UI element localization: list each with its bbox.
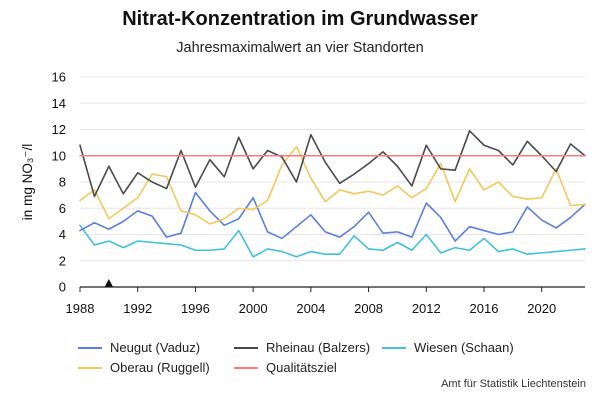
x-tick-label-2008: 2008: [354, 301, 383, 316]
series-line-wiesen-schaan: [79, 224, 586, 258]
legend-label-wiesen: Wiesen (Schaan): [414, 340, 514, 355]
x-tick-label-1992: 1992: [123, 301, 152, 316]
series-line-rheinau-balzers: [79, 130, 586, 198]
x-tick-label-2012: 2012: [412, 301, 441, 316]
legend-item-rheinau: Rheinau (Balzers): [234, 340, 370, 355]
x-tick-label-1988: 1988: [66, 301, 95, 316]
legend-label-oberau: Oberau (Ruggell): [110, 360, 210, 375]
legend-swatch-qualitaetsziel: [234, 366, 258, 369]
y-tick-label-16: 16: [52, 70, 66, 85]
y-tick-label-2: 2: [59, 253, 66, 268]
series-line-oberau-ruggell: [79, 145, 586, 225]
legend-label-qualitaetsziel: Qualitätsziel: [266, 360, 337, 375]
x-tick-label-1996: 1996: [181, 301, 210, 316]
y-tick-label-6: 6: [59, 201, 66, 216]
source-note: Amt für Statistik Liechtenstein: [441, 378, 586, 390]
chart-subtitle: Jahresmaximalwert an vier Standorten: [176, 40, 424, 56]
x-tick-label-2020: 2020: [527, 301, 556, 316]
series-line-neugut-vaduz: [79, 191, 586, 242]
chart-title: Nitrat-Konzentration im Grundwasser: [122, 8, 478, 30]
legend-label-rheinau: Rheinau (Balzers): [266, 340, 371, 355]
legend-label-neugut: Neugut (Vaduz): [110, 340, 201, 355]
y-tick-label-14: 14: [52, 96, 66, 111]
x-tick-label-2004: 2004: [296, 301, 325, 316]
y-tick-label-12: 12: [52, 122, 66, 137]
legend-swatch-wiesen: [382, 346, 406, 349]
y-axis-label: in mg NO₃⁻/l: [20, 144, 35, 220]
x-axis-marker-triangle: [104, 279, 113, 287]
legend-item-wiesen: Wiesen (Schaan): [382, 340, 514, 355]
legend-item-oberau: Oberau (Ruggell): [78, 360, 210, 375]
legend-item-neugut: Neugut (Vaduz): [78, 340, 200, 355]
y-tick-label-4: 4: [59, 227, 66, 242]
x-tick-label-2000: 2000: [239, 301, 268, 316]
y-tick-label-8: 8: [59, 175, 66, 190]
y-tick-label-0: 0: [59, 280, 66, 295]
legend-swatch-neugut: [78, 346, 102, 349]
x-tick-label-2016: 2016: [470, 301, 499, 316]
legend-swatch-rheinau: [234, 346, 258, 349]
legend-swatch-oberau: [78, 366, 102, 369]
legend-item-qualitaetsziel: Qualitätsziel: [234, 360, 337, 375]
y-tick-label-10: 10: [52, 148, 66, 163]
